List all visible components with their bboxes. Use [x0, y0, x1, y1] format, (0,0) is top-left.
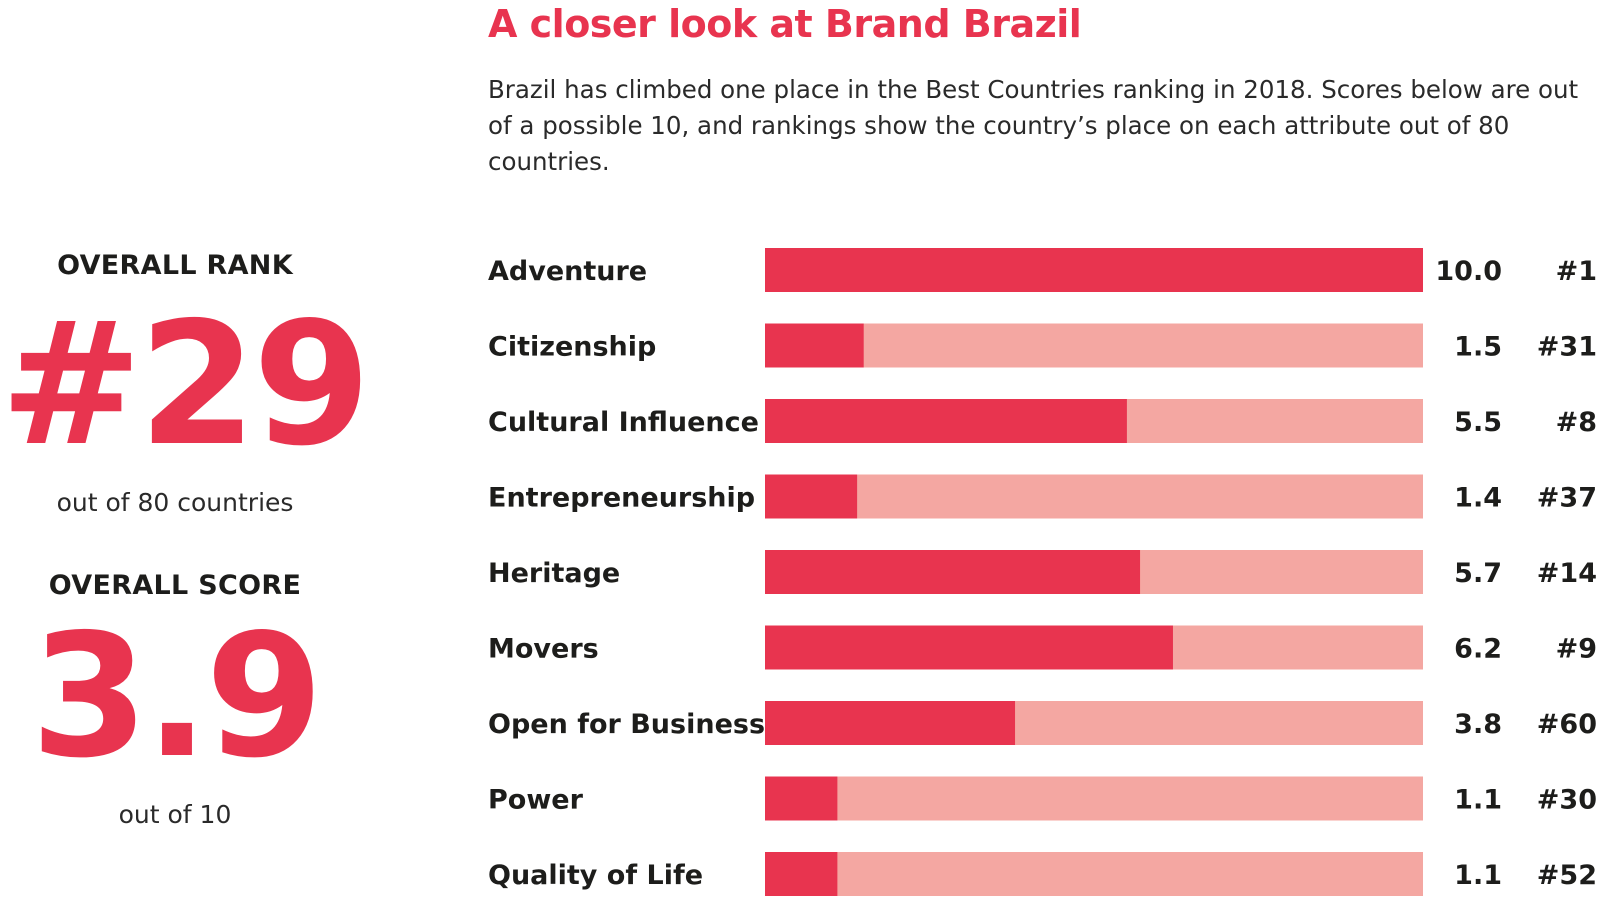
overall-score-value: 3.9	[30, 598, 323, 796]
rank-label-open-for-business: #60	[1537, 709, 1597, 740]
page-description: Brazil has climbed one place in the Best…	[488, 75, 1579, 176]
bar-track-entrepreneurship	[765, 474, 1423, 519]
rank-label-entrepreneurship: #37	[1537, 483, 1597, 514]
value-label-adventure: 10.0	[1435, 256, 1502, 287]
bar-track-power	[765, 776, 1423, 821]
bar-cultural-influence	[765, 399, 1127, 443]
value-label-cultural-influence: 5.5	[1454, 407, 1502, 438]
overall-rank-subtitle: out of 80 countries	[56, 488, 294, 517]
bar-track-quality-of-life	[765, 852, 1423, 896]
rank-label-cultural-influence: #8	[1556, 407, 1597, 438]
rank-label-power: #30	[1537, 785, 1597, 816]
category-label-cultural-influence: Cultural Influence	[488, 407, 759, 438]
overall-rank-label: OVERALL RANK	[57, 250, 293, 281]
overall-score-subtitle: out of 10	[118, 800, 232, 829]
bar-citizenship	[765, 323, 864, 368]
rank-label-citizenship: #31	[1537, 332, 1597, 363]
value-label-movers: 6.2	[1454, 634, 1502, 665]
rank-label-movers: #9	[1556, 634, 1597, 665]
rank-label-heritage: #14	[1537, 558, 1597, 589]
category-label-open-for-business: Open for Business	[488, 709, 765, 740]
category-label-quality-of-life: Quality of Life	[488, 860, 703, 891]
bar-quality-of-life	[765, 852, 838, 896]
rank-label-quality-of-life: #52	[1537, 860, 1597, 891]
bar-open-for-business	[765, 701, 1016, 745]
value-label-quality-of-life: 1.1	[1454, 860, 1502, 891]
value-label-entrepreneurship: 1.4	[1454, 483, 1502, 514]
rank-label-adventure: #1	[1556, 256, 1597, 287]
value-label-citizenship: 1.5	[1454, 332, 1502, 363]
overall-rank-value: #29	[0, 286, 371, 484]
category-label-movers: Movers	[488, 634, 599, 665]
bar-track-citizenship	[765, 323, 1423, 368]
category-label-power: Power	[488, 785, 584, 816]
page-title: A closer look at Brand Brazil	[488, 2, 1082, 46]
value-label-power: 1.1	[1454, 785, 1502, 816]
bar-entrepreneurship	[765, 474, 858, 519]
bar-power	[765, 776, 838, 821]
category-label-adventure: Adventure	[488, 256, 647, 287]
bar-heritage	[765, 550, 1141, 594]
bar-movers	[765, 625, 1173, 670]
category-label-heritage: Heritage	[488, 558, 620, 589]
category-label-citizenship: Citizenship	[488, 332, 656, 363]
bar-adventure	[765, 248, 1423, 292]
category-label-entrepreneurship: Entrepreneurship	[488, 483, 755, 514]
value-label-heritage: 5.7	[1454, 558, 1502, 589]
value-label-open-for-business: 3.8	[1454, 709, 1502, 740]
overall-score-label: OVERALL SCORE	[48, 570, 302, 601]
